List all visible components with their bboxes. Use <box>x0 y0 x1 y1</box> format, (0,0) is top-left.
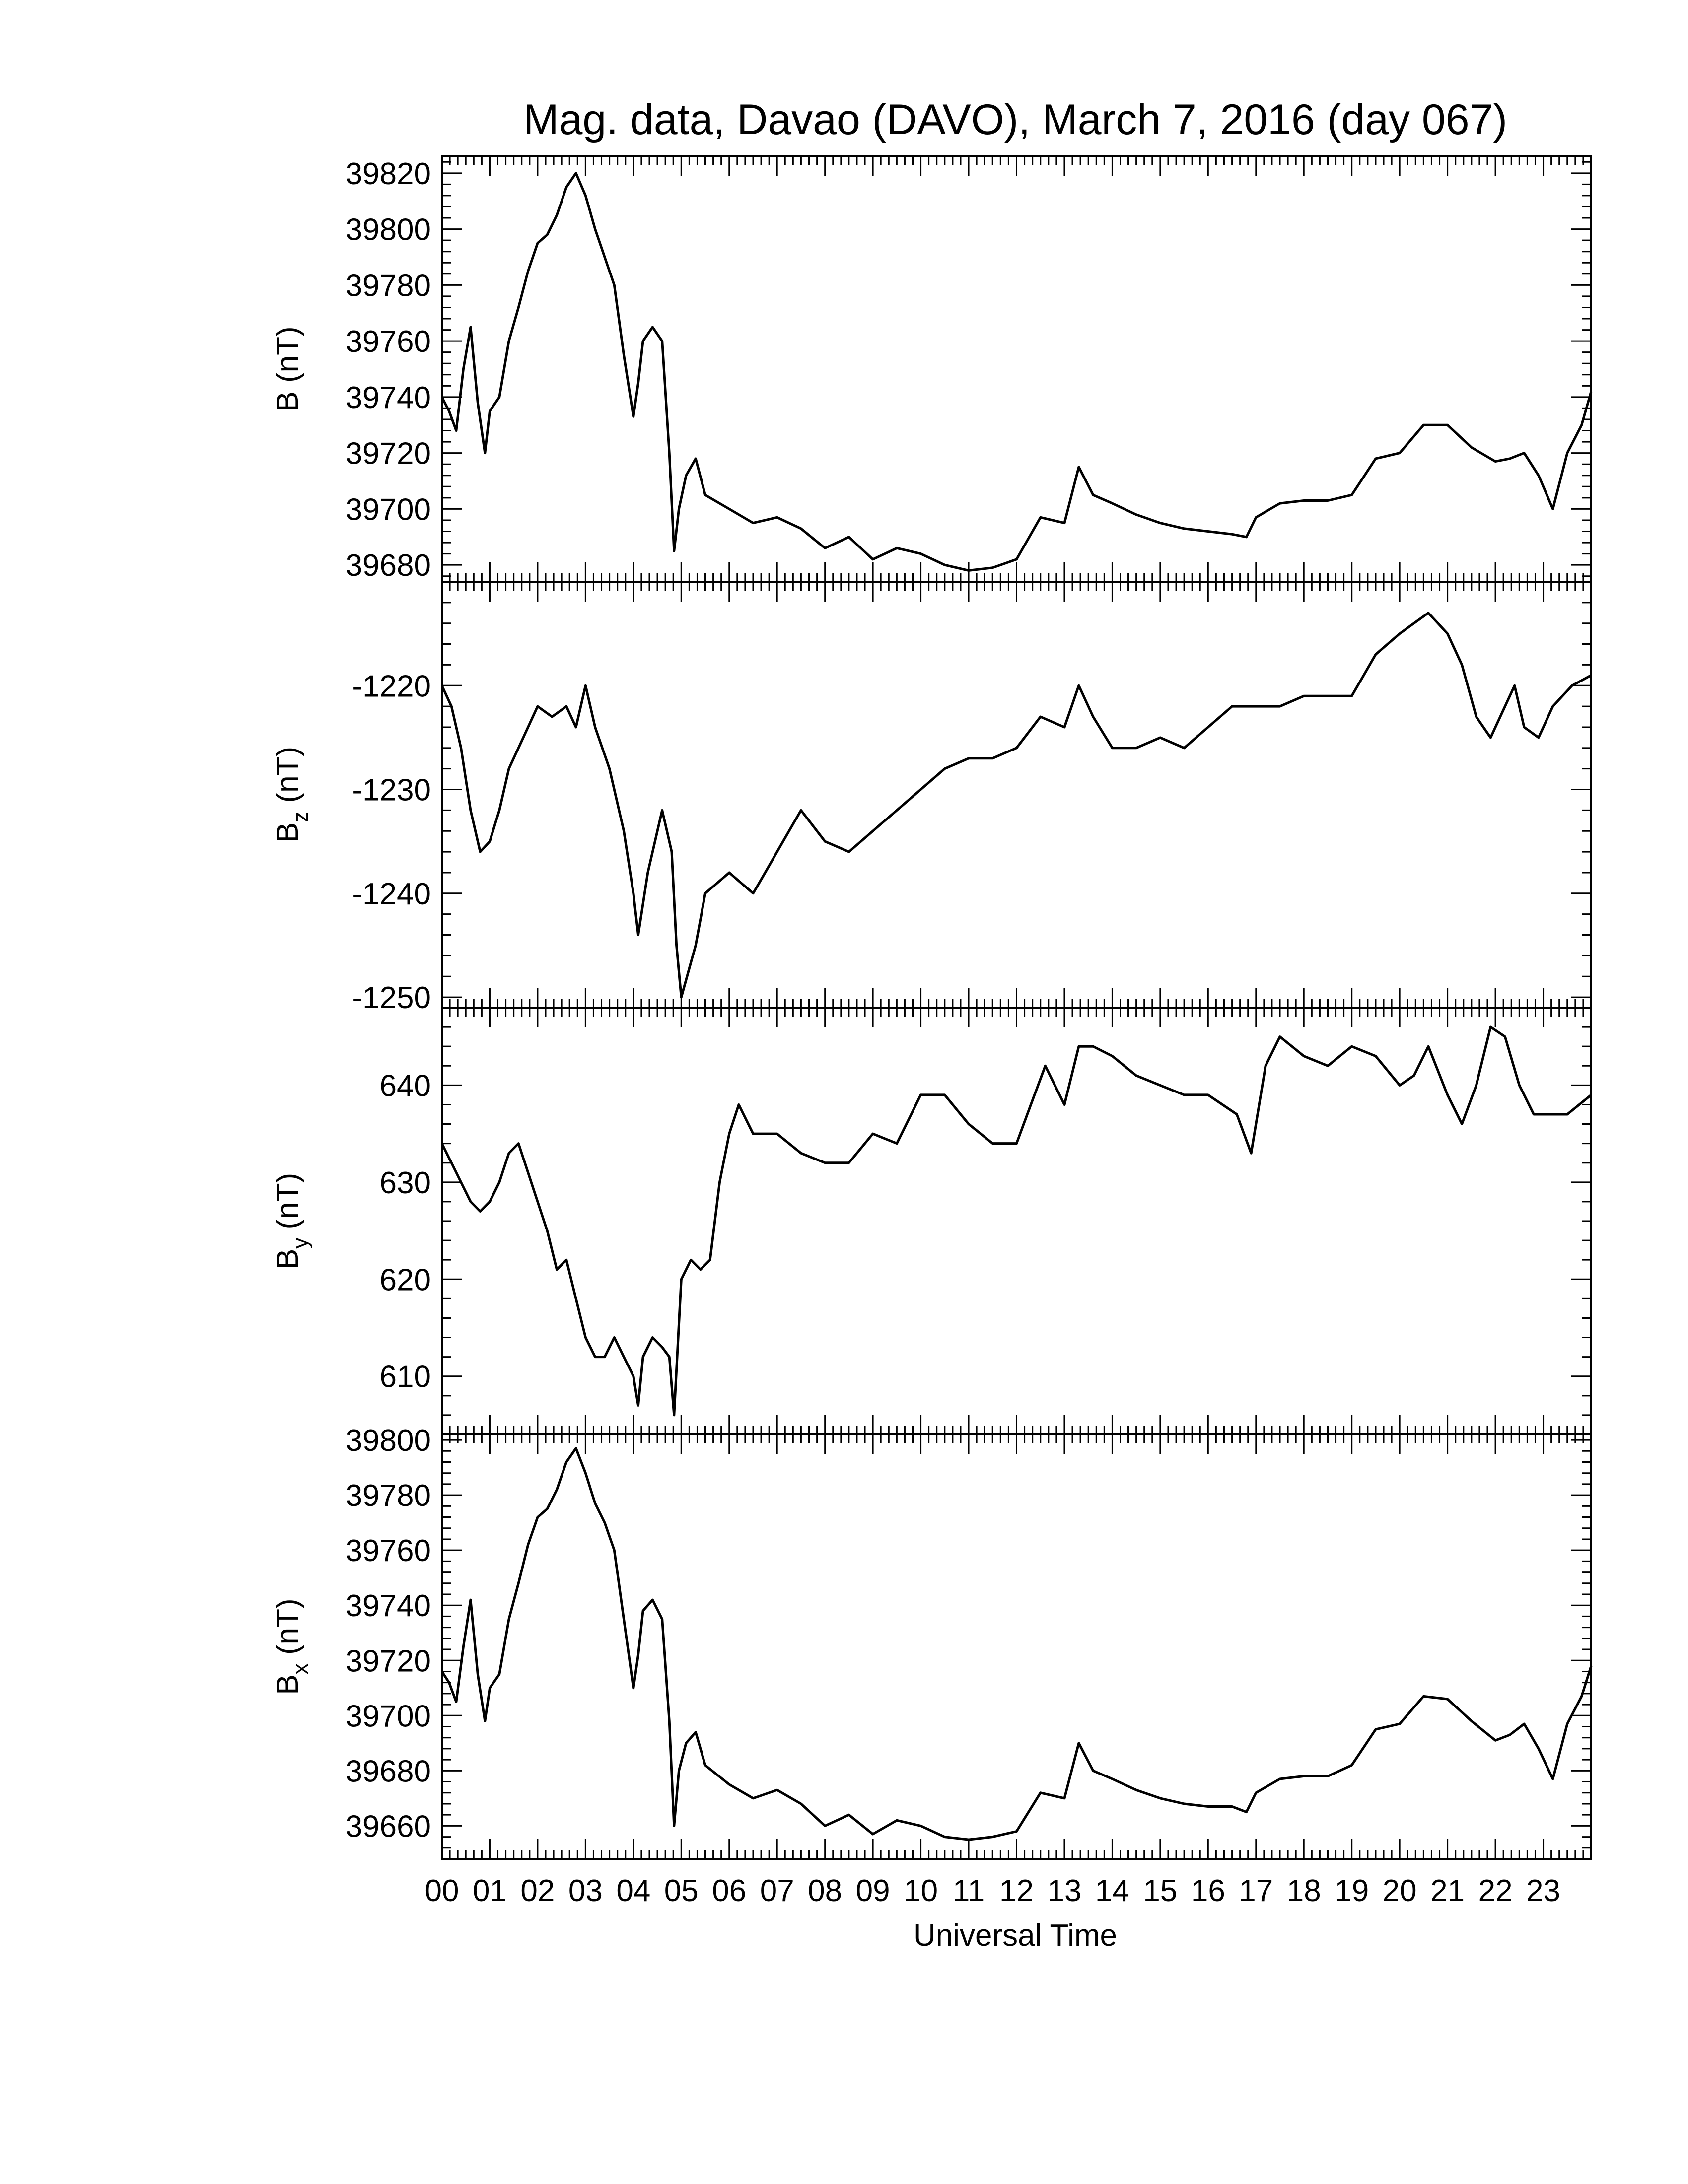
y-tick-label: 39720 <box>346 1644 431 1678</box>
x-tick-label: 23 <box>1526 1874 1560 1908</box>
series-line-bz <box>440 612 1592 999</box>
panels-group: 39680 39700 39720 39740 39760 39780 39800 39820… <box>271 155 1593 1860</box>
panel-frame <box>441 1433 1592 1860</box>
y-tick-label: -1240 <box>352 877 431 911</box>
x-tick-label: 12 <box>999 1874 1034 1908</box>
x-tick-label: 14 <box>1095 1874 1129 1908</box>
y-tick-label: 39820 <box>346 157 431 191</box>
y-tick-label: 610 <box>380 1360 431 1394</box>
y-axis-label: B (nT) <box>271 326 305 411</box>
x-tick-label: 11 <box>953 1874 985 1908</box>
x-tick-label: 16 <box>1191 1874 1225 1908</box>
y-tick-label: 39720 <box>346 437 431 471</box>
y-axis-label: Bx (nT) <box>271 1598 313 1695</box>
x-tick-label: 22 <box>1478 1874 1513 1908</box>
x-tick-label: 08 <box>808 1874 842 1908</box>
x-tick-label: 17 <box>1239 1874 1273 1908</box>
x-tick-label: 10 <box>904 1874 938 1908</box>
x-tick-label: 18 <box>1287 1874 1321 1908</box>
chart-title: Mag. data, Davao (DAVO), March 7, 2016 (… <box>523 96 1507 143</box>
panel-frame <box>441 155 1592 583</box>
y-tick-label: 39780 <box>346 1479 431 1513</box>
x-tick-label: 13 <box>1047 1874 1081 1908</box>
series-line-b <box>440 172 1593 572</box>
x-tick-label: 01 <box>473 1874 507 1908</box>
y-tick-label: -1220 <box>352 669 431 703</box>
y-tick-label: 39660 <box>346 1809 431 1843</box>
y-tick-label: 620 <box>380 1263 431 1297</box>
y-tick-label: 39700 <box>346 1699 431 1733</box>
y-tick-label: 39800 <box>346 1424 431 1458</box>
y-tick-label: 39740 <box>346 1589 431 1623</box>
panel-bx: 39660 39680 39700 39720 39740 39760 39780 39800… <box>271 1424 1593 1860</box>
x-tick-label: 06 <box>712 1874 746 1908</box>
series-line-bx <box>440 1447 1593 1841</box>
x-axis-title: Universal Time <box>914 1918 1117 1953</box>
x-tick-label: 02 <box>520 1874 555 1908</box>
x-tick-label: 04 <box>616 1874 650 1908</box>
y-tick-label: 39680 <box>346 548 431 583</box>
panel-frame <box>441 1007 1592 1435</box>
x-tick-label: 03 <box>568 1874 603 1908</box>
panel-bz: -1250 -1240 -1230 -1220 Bz (nT) <box>271 581 1592 1015</box>
x-tick-label: 09 <box>856 1874 890 1908</box>
panel-b: 39680 39700 39720 39740 39760 39780 39800 39820… <box>271 155 1593 583</box>
y-axis-label: By (nT) <box>271 1173 313 1269</box>
x-tick-label: 05 <box>664 1874 699 1908</box>
y-tick-label: 39700 <box>346 492 431 527</box>
x-tick-label: 21 <box>1430 1874 1465 1908</box>
y-tick-label: 39780 <box>346 269 431 303</box>
y-tick-label: -1230 <box>352 773 431 808</box>
x-tick-label: 15 <box>1143 1874 1177 1908</box>
y-tick-label: -1250 <box>352 981 431 1015</box>
y-tick-label: 640 <box>380 1069 431 1103</box>
y-tick-label: 39680 <box>346 1754 431 1788</box>
y-tick-label: 39760 <box>346 325 431 359</box>
y-tick-label: 39760 <box>346 1534 431 1568</box>
y-axis-label: Bz (nT) <box>271 747 313 843</box>
y-tick-label: 39800 <box>346 213 431 247</box>
panel-by: 610 620 630 640 By (nT) <box>271 1007 1592 1435</box>
series-line-by <box>440 1025 1592 1417</box>
x-tick-label: 07 <box>760 1874 794 1908</box>
x-tick-label: 00 <box>425 1874 459 1908</box>
y-tick-label: 630 <box>380 1166 431 1200</box>
x-tick-label: 20 <box>1383 1874 1417 1908</box>
x-tick-label: 19 <box>1335 1874 1369 1908</box>
x-axis-tick-labels: 00 01 02 03 04 05 06 07 08 09 10 11 12 13 14 15 16 17 18 19… <box>425 1874 1561 1908</box>
y-tick-label: 39740 <box>346 381 431 415</box>
